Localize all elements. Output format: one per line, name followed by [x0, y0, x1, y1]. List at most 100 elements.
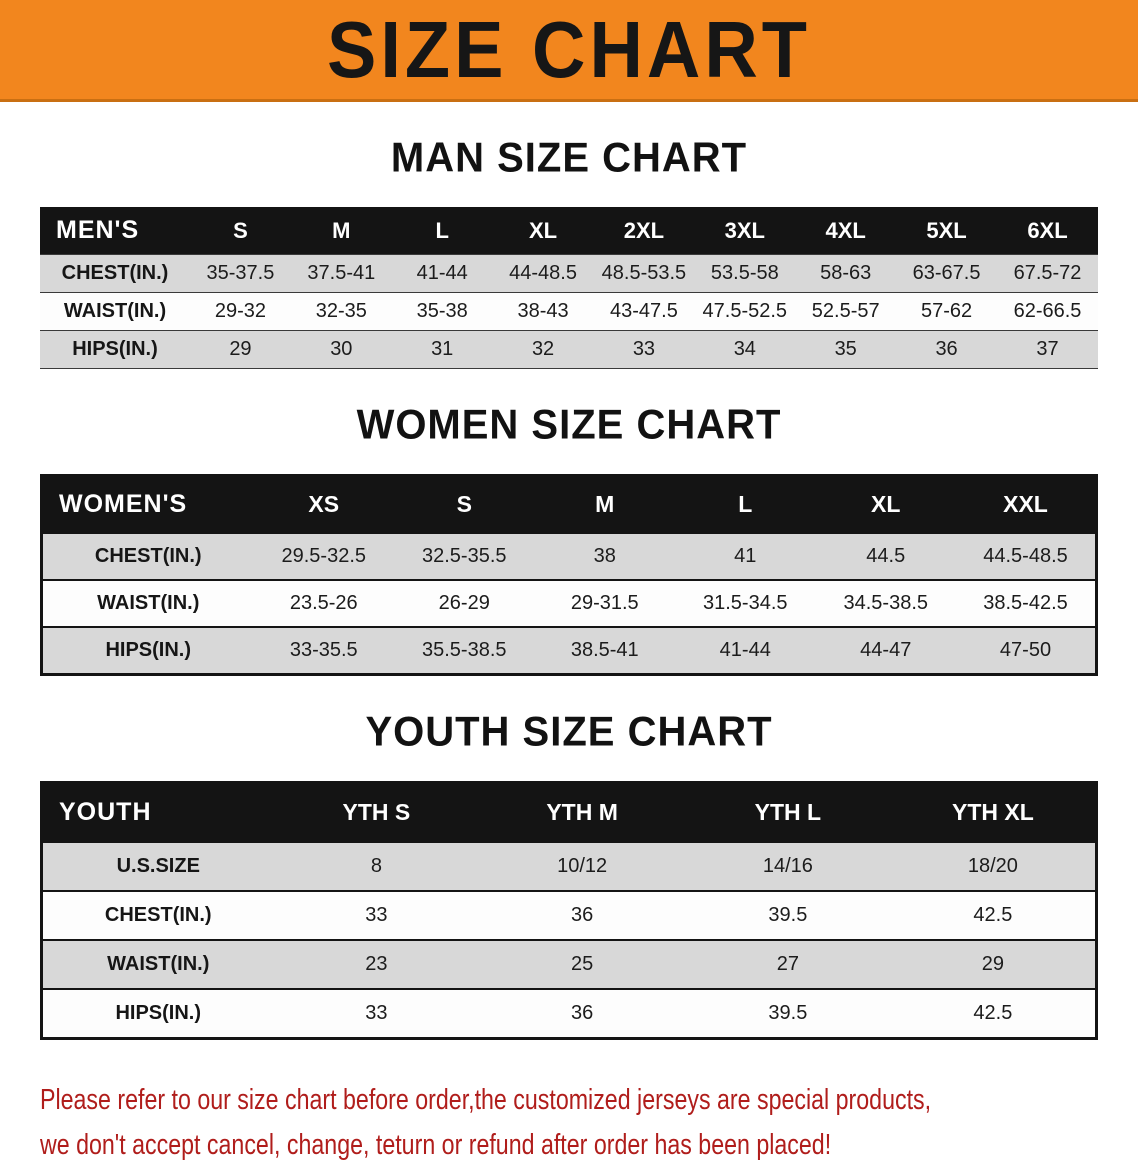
size-value-cell: 38.5-42.5 — [983, 592, 1068, 614]
size-column-header: 2XL — [593, 207, 695, 255]
size-value-cell: 38.5-41 — [570, 639, 639, 661]
size-value-cell: 39.5 — [768, 904, 808, 926]
size-value-cell: 29-31.5 — [570, 592, 639, 614]
size-value-cell: 37.5-41 — [307, 262, 376, 284]
men-section-heading: MAN SIZE CHART — [390, 134, 748, 182]
measurement-row: U.S.SIZE 8 10/12 14/16 18/20 — [41, 842, 1097, 891]
measurement-row: WAIST(IN.) 29-32 32-35 35-38 38-43 43-47.5 47.… — [40, 292, 1098, 331]
size-value-cell: 41-44 — [719, 639, 771, 661]
size-value-cell: 25 — [571, 953, 594, 975]
measurement-row: HIPS(IN.) 33 36 39.5 42.5 — [41, 989, 1097, 1039]
size-value-cell: 33 — [632, 338, 656, 360]
women-section-heading: WOMEN SIZE CHART — [356, 401, 782, 449]
table-corner-label: WOMEN'S — [41, 475, 254, 533]
row-label: WAIST(IN.) — [97, 592, 200, 614]
size-column-header: XXL — [956, 475, 1097, 533]
row-label: HIPS(IN.) — [105, 639, 192, 661]
men-size-table: MEN'S S M L XL 2XL 3XL 4XL 5XL 6XL CHEST(IN.) 35-3… — [40, 207, 1098, 369]
size-column-header: M — [290, 207, 392, 255]
size-column-header: M — [534, 475, 675, 533]
row-label: U.S.SIZE — [116, 855, 200, 877]
youth-section-heading: YOUTH SIZE CHART — [365, 708, 773, 756]
size-column-header: XL — [815, 475, 956, 533]
size-value-cell: 57-62 — [920, 300, 973, 322]
size-value-cell: 30 — [330, 338, 353, 360]
size-value-cell: 34.5-38.5 — [843, 592, 928, 614]
size-value-cell: 23.5-26 — [289, 592, 358, 614]
size-value-cell: 67.5-72 — [1013, 262, 1082, 284]
youth-table-body: U.S.SIZE 8 10/12 14/16 18/20 CHEST(IN.) 33 36 39… — [41, 842, 1097, 1039]
note-line-2: we don't accept cancel, change, teturn o… — [40, 1128, 832, 1161]
size-value-cell: 39.5 — [768, 1002, 808, 1024]
size-value-cell: 27 — [776, 953, 799, 975]
size-value-cell: 26-29 — [438, 592, 490, 614]
size-column-header: S — [190, 207, 291, 255]
size-value-cell: 29.5-32.5 — [281, 545, 366, 567]
size-value-cell: 8 — [370, 855, 382, 877]
size-column-header: 6XL — [997, 207, 1098, 255]
size-value-cell: 31 — [431, 338, 454, 360]
size-value-cell: 58-63 — [820, 262, 872, 284]
size-column-header: YTH M — [479, 782, 685, 842]
size-value-cell: 47.5-52.5 — [702, 300, 788, 322]
size-column-header: L — [675, 475, 816, 533]
size-value-cell: 29 — [229, 338, 252, 360]
size-value-cell: 36 — [935, 338, 958, 360]
measurement-row: WAIST(IN.) 23.5-26 26-29 29-31.5 31.5-34.5 34… — [41, 580, 1097, 627]
size-value-cell: 32 — [531, 338, 555, 360]
size-column-header: L — [391, 207, 493, 255]
size-value-cell: 29-32 — [214, 300, 267, 322]
measurement-row: HIPS(IN.) 29 30 31 32 33 34 35 36 37 — [40, 330, 1098, 369]
measurement-row: CHEST(IN.) 29.5-32.5 32.5-35.5 38 41 44.5 44.5… — [41, 533, 1097, 580]
measurement-row: HIPS(IN.) 33-35.5 35.5-38.5 38.5-41 41-44 44-… — [41, 627, 1097, 675]
size-value-cell: 32-35 — [315, 300, 367, 322]
size-column-header: YTH S — [273, 782, 480, 842]
youth-table-header-row: YOUTH YTH S YTH M YTH L YTH XL — [41, 782, 1097, 842]
women-size-table: WOMEN'S XS S M L XL XXL CHEST(IN.) 29.5-32.5 32.… — [40, 474, 1098, 676]
size-value-cell: 38 — [593, 545, 616, 567]
row-label: HIPS(IN.) — [115, 1002, 202, 1024]
row-label: WAIST(IN.) — [63, 300, 167, 322]
size-value-cell: 42.5 — [973, 1002, 1013, 1024]
order-policy-note: Please refer to our size chart before or… — [40, 1078, 1098, 1168]
size-value-cell: 41-44 — [416, 262, 468, 284]
size-column-header: 3XL — [694, 207, 796, 255]
size-value-cell: 44.5-48.5 — [983, 545, 1068, 567]
size-column-header: XS — [253, 475, 394, 533]
size-value-cell: 36 — [571, 1002, 594, 1024]
women-table-header-row: WOMEN'S XS S M L XL XXL — [41, 475, 1097, 533]
size-column-header: 5XL — [896, 207, 997, 255]
size-value-cell: 35-37.5 — [206, 262, 275, 284]
size-value-cell: 44-48.5 — [509, 262, 577, 284]
size-value-cell: 48.5-53.5 — [601, 262, 687, 284]
size-value-cell: 35-38 — [416, 300, 468, 322]
size-column-header: 4XL — [795, 207, 897, 255]
size-value-cell: 31.5-34.5 — [702, 592, 788, 614]
size-chart-banner: SIZE CHART — [0, 0, 1138, 102]
measurement-row: CHEST(IN.) 33 36 39.5 42.5 — [41, 891, 1097, 940]
row-label: HIPS(IN.) — [72, 338, 158, 360]
size-value-cell: 44.5 — [866, 545, 906, 567]
size-column-header: S — [394, 475, 535, 533]
size-value-cell: 34 — [733, 338, 756, 360]
size-value-cell: 36 — [571, 904, 594, 926]
measurement-row: WAIST(IN.) 23 25 27 29 — [41, 940, 1097, 989]
size-value-cell: 29 — [981, 953, 1004, 975]
men-table-body: CHEST(IN.) 35-37.5 37.5-41 41-44 44-48.5 48.5… — [40, 254, 1098, 369]
size-value-cell: 35 — [834, 338, 857, 360]
row-label: CHEST(IN.) — [61, 262, 169, 284]
size-value-cell: 32.5-35.5 — [421, 545, 507, 567]
row-label: CHEST(IN.) — [94, 545, 202, 567]
table-corner-label: YOUTH — [41, 782, 274, 842]
men-table-header-row: MEN'S S M L XL 2XL 3XL 4XL 5XL 6XL — [40, 207, 1098, 255]
size-value-cell: 53.5-58 — [710, 262, 779, 284]
size-value-cell: 44-47 — [860, 639, 912, 661]
size-value-cell: 33 — [365, 1002, 388, 1024]
size-value-cell: 35.5-38.5 — [421, 639, 507, 661]
size-value-cell: 14/16 — [762, 855, 813, 877]
size-value-cell: 33-35.5 — [289, 639, 358, 661]
measurement-row: CHEST(IN.) 35-37.5 37.5-41 41-44 44-48.5 48.5… — [40, 254, 1098, 293]
size-value-cell: 63-67.5 — [912, 262, 981, 284]
size-value-cell: 43-47.5 — [610, 300, 678, 322]
